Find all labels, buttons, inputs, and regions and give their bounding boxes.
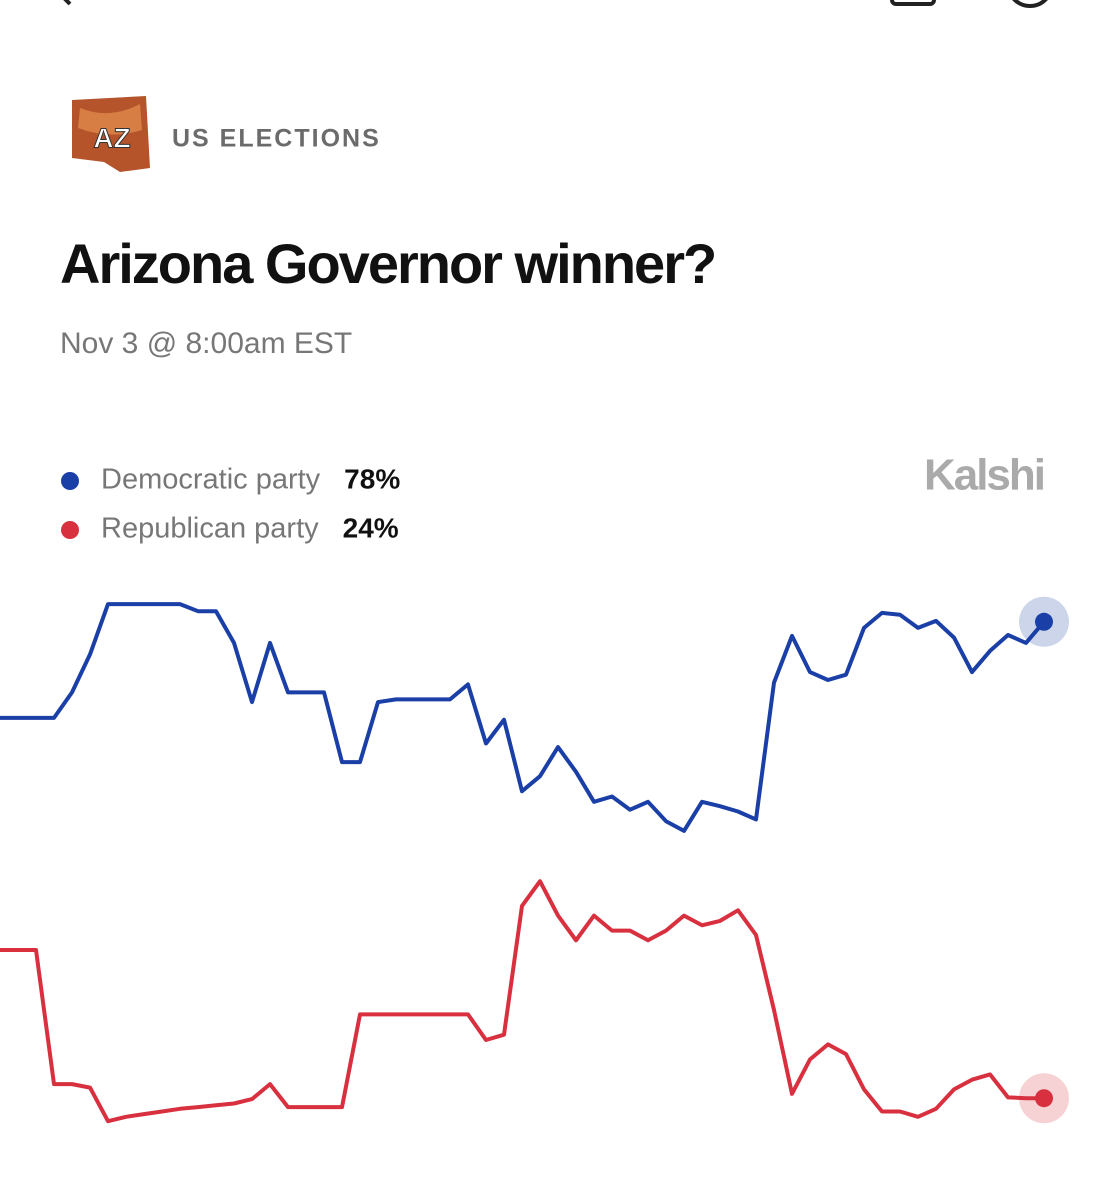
end-point (1035, 1089, 1053, 1108)
date-label: Nov 3 @ 8:00am EST (60, 327, 352, 360)
back-icon[interactable] (60, 0, 72, 6)
series-line (0, 602, 1046, 833)
legend: Democratic party 78% Republican party 24% (61, 463, 400, 545)
plot (0, 596, 1069, 1124)
legend-swatch (61, 521, 79, 539)
share-icon[interactable] (890, 0, 936, 6)
series-line (0, 879, 1044, 1124)
badge-texture (78, 104, 142, 135)
legend-label: Democratic party (101, 464, 321, 496)
legend-label: Republican party (101, 513, 319, 545)
category-label[interactable]: US ELECTIONS (172, 125, 381, 153)
brand-logo: Kalshi (924, 451, 1044, 500)
legend-value: 78% (344, 463, 400, 494)
legend-value: 24% (343, 512, 399, 543)
badge-text: AZ (93, 122, 130, 153)
legend-swatch (61, 472, 79, 490)
end-point (1035, 612, 1053, 631)
page-title: Arizona Governor winner? (60, 232, 715, 295)
menu-icon[interactable] (1008, 0, 1052, 8)
category-badge: AZ (72, 96, 150, 172)
